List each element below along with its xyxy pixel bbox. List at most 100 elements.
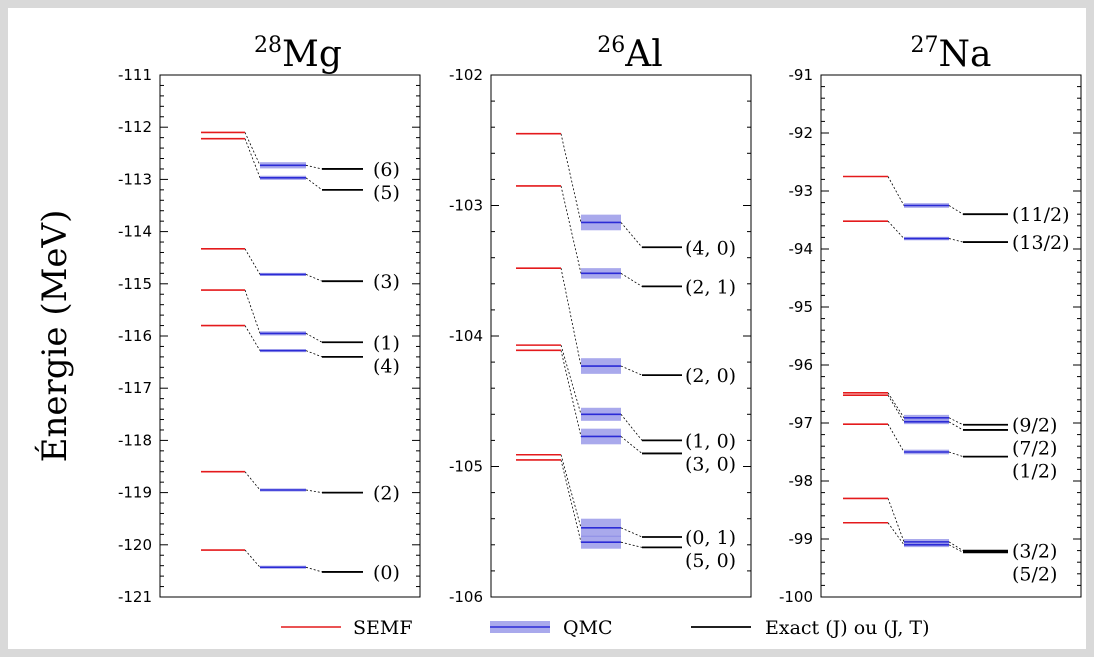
- y-tick-label: -91: [789, 66, 814, 84]
- connector-semf-qmc: [244, 248, 261, 275]
- connector-qmc-exact: [620, 436, 643, 454]
- legend-exact-label: Exact (J) ou (J, T): [765, 617, 930, 639]
- connector-qmc-exact: [948, 421, 964, 431]
- y-tick-label: -104: [449, 327, 483, 345]
- connector-semf-qmc: [244, 325, 261, 351]
- level-label: (2, 1): [685, 276, 736, 298]
- level-label: (0): [373, 562, 400, 584]
- y-tick-label: -100: [779, 588, 813, 606]
- level-label: (1, 0): [685, 430, 736, 452]
- connector-semf-qmc: [887, 220, 905, 239]
- y-tick-label: -117: [118, 379, 152, 397]
- axes-box: [820, 74, 1082, 598]
- connector-semf-qmc: [887, 394, 905, 423]
- y-tick-label: -121: [118, 588, 152, 606]
- y-tick-label: -96: [789, 356, 814, 374]
- connector-qmc-exact: [305, 274, 323, 282]
- connector-semf-qmc: [244, 138, 261, 178]
- panel-na: -91 -92 -93 -94 -95 -96 -97 -98 -99 -100 27Na (11/2…: [779, 33, 1082, 606]
- y-tick-label: -114: [118, 223, 152, 241]
- y-tick-label: -113: [118, 170, 152, 188]
- level-label: (13/2): [1012, 232, 1070, 254]
- y-tick-label: -92: [789, 124, 814, 142]
- level-label: (9/2): [1012, 415, 1057, 437]
- level-label: (11/2): [1012, 204, 1070, 226]
- y-tick-label: -120: [118, 536, 152, 554]
- connector-semf-qmc: [560, 454, 582, 528]
- y-tick-label: -111: [118, 66, 152, 84]
- connector-qmc-exact: [305, 177, 323, 191]
- y-tick-label: -93: [789, 182, 814, 200]
- y-tick-label: -103: [449, 197, 483, 215]
- level-scheme-chart: -111 -112 -113 -114 -115 -116 -117 -118 -119 -120…: [34, 33, 1082, 639]
- connector-qmc-exact: [948, 238, 964, 243]
- connector-semf-qmc: [887, 522, 905, 546]
- connector-qmc-exact: [305, 489, 323, 493]
- connector-qmc-exact: [305, 164, 323, 170]
- level-label: (6): [373, 159, 400, 181]
- title-element-symbol: Mg: [282, 34, 342, 75]
- panel-al: -102 -103 -104 -105 -106 26Al (4, 0) (2, 1) (2, …: [449, 33, 752, 606]
- level-label: (1): [373, 332, 400, 354]
- connector-semf-qmc: [560, 350, 582, 437]
- y-tick-label: -106: [449, 588, 483, 606]
- y-tick-label: -95: [789, 298, 814, 316]
- legend: SEMF QMC Exact (J) ou (J, T): [281, 617, 930, 639]
- connector-semf-qmc: [244, 289, 261, 334]
- connector-semf-qmc: [887, 392, 905, 418]
- level-label: (2, 0): [685, 365, 736, 387]
- level-label: (2): [373, 483, 400, 505]
- legend-qmc-label: QMC: [563, 617, 613, 639]
- y-tick-label: -105: [449, 458, 483, 476]
- level-label: (4, 0): [685, 237, 736, 259]
- level-label: (4): [373, 355, 400, 377]
- y-tick-label: -99: [789, 530, 814, 548]
- level-label: (5): [373, 182, 400, 204]
- level-label: (3/2): [1012, 541, 1057, 563]
- level-label: (1/2): [1012, 461, 1057, 483]
- connector-qmc-exact: [620, 527, 643, 538]
- title-element-symbol: Al: [624, 34, 663, 75]
- y-tick-label: -119: [118, 484, 152, 502]
- connector-qmc-exact: [620, 222, 643, 248]
- connector-qmc-exact: [620, 365, 643, 376]
- connector-qmc-exact: [620, 273, 643, 287]
- connector-qmc-exact: [305, 350, 323, 358]
- title-mass-number: 27: [911, 33, 939, 58]
- level-label: (3): [373, 271, 400, 293]
- title-element-symbol: Na: [939, 34, 992, 75]
- connector-semf-qmc: [244, 471, 261, 491]
- level-label: (7/2): [1012, 438, 1057, 460]
- panel-mg: -111 -112 -113 -114 -115 -116 -117 -118 -119 -120…: [118, 33, 421, 606]
- connector-semf-qmc: [560, 345, 582, 415]
- y-tick-label: -97: [789, 414, 814, 432]
- y-tick-label: -112: [118, 118, 152, 136]
- y-axis-label: Énergie (MeV): [34, 210, 75, 463]
- connector-semf-qmc: [560, 459, 582, 543]
- y-tick-label: -102: [449, 66, 483, 84]
- connector-qmc-exact: [620, 414, 643, 441]
- connector-qmc-exact: [305, 566, 323, 573]
- level-label: (0, 1): [685, 527, 736, 549]
- connector-semf-qmc: [887, 423, 905, 453]
- connector-semf-qmc: [887, 498, 905, 543]
- connector-qmc-exact: [305, 333, 323, 343]
- y-tick-label: -94: [789, 240, 814, 258]
- level-label: (5/2): [1012, 564, 1057, 586]
- connector-semf-qmc: [244, 549, 261, 568]
- y-tick-label: -116: [118, 327, 152, 345]
- connector-qmc-exact: [948, 544, 964, 553]
- connector-semf-qmc: [244, 132, 261, 166]
- connector-qmc-exact: [948, 451, 964, 458]
- level-label: (5, 0): [685, 550, 736, 572]
- legend-semf-label: SEMF: [353, 617, 413, 639]
- level-label: (3, 0): [685, 453, 736, 475]
- title-mass-number: 26: [597, 33, 625, 58]
- y-tick-label: -118: [118, 431, 152, 449]
- connector-qmc-exact: [948, 205, 964, 215]
- connector-qmc-exact: [948, 417, 964, 426]
- connector-semf-qmc: [560, 268, 582, 367]
- title-mass-number: 28: [254, 33, 282, 58]
- connector-semf-qmc: [560, 133, 582, 223]
- connector-qmc-exact: [620, 541, 643, 548]
